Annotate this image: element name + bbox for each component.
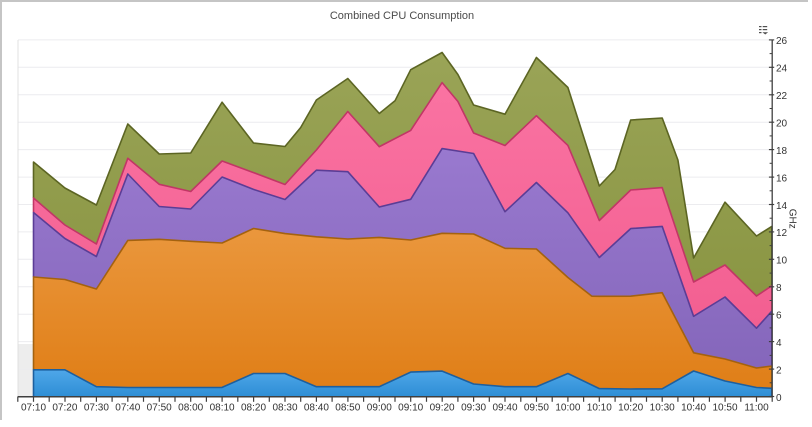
svg-text:10:50: 10:50 (712, 403, 737, 414)
svg-text:12: 12 (776, 228, 788, 239)
svg-text:08:40: 08:40 (304, 403, 329, 414)
svg-text:09:00: 09:00 (367, 403, 392, 414)
svg-text:GHz: GHz (787, 209, 798, 229)
svg-text:10: 10 (776, 256, 788, 267)
svg-text:09:50: 09:50 (524, 403, 549, 414)
svg-text:16: 16 (776, 173, 788, 184)
svg-text:22: 22 (776, 91, 788, 102)
svg-text:07:40: 07:40 (115, 403, 140, 414)
svg-text:08:10: 08:10 (210, 403, 235, 414)
svg-text:07:30: 07:30 (84, 403, 109, 414)
svg-text:09:20: 09:20 (430, 403, 455, 414)
svg-text:20: 20 (776, 119, 788, 130)
svg-text:07:10: 07:10 (21, 403, 46, 414)
svg-text:08:50: 08:50 (335, 403, 360, 414)
svg-text:10:30: 10:30 (650, 403, 675, 414)
svg-text:10:00: 10:00 (555, 403, 580, 414)
svg-text:10:40: 10:40 (681, 403, 706, 414)
svg-text:0: 0 (776, 393, 782, 404)
svg-text:6: 6 (776, 311, 782, 322)
svg-text:09:30: 09:30 (461, 403, 486, 414)
svg-text:07:20: 07:20 (52, 403, 77, 414)
svg-text:Combined CPU Consumption: Combined CPU Consumption (330, 10, 474, 22)
svg-text:26: 26 (776, 36, 788, 47)
svg-text:8: 8 (776, 283, 782, 294)
svg-text:09:10: 09:10 (398, 403, 423, 414)
svg-text:18: 18 (776, 146, 788, 157)
svg-text:08:00: 08:00 (178, 403, 203, 414)
svg-text:10:20: 10:20 (618, 403, 643, 414)
svg-text:08:20: 08:20 (241, 403, 266, 414)
svg-text:14: 14 (776, 201, 788, 212)
svg-text:08:30: 08:30 (272, 403, 297, 414)
svg-text:09:40: 09:40 (492, 403, 517, 414)
svg-text:2: 2 (776, 365, 782, 376)
svg-text:11:00: 11:00 (744, 403, 769, 414)
svg-text:07:50: 07:50 (147, 403, 172, 414)
svg-text:4: 4 (776, 338, 782, 349)
svg-text:10:10: 10:10 (587, 403, 612, 414)
svg-text:24: 24 (776, 64, 788, 75)
